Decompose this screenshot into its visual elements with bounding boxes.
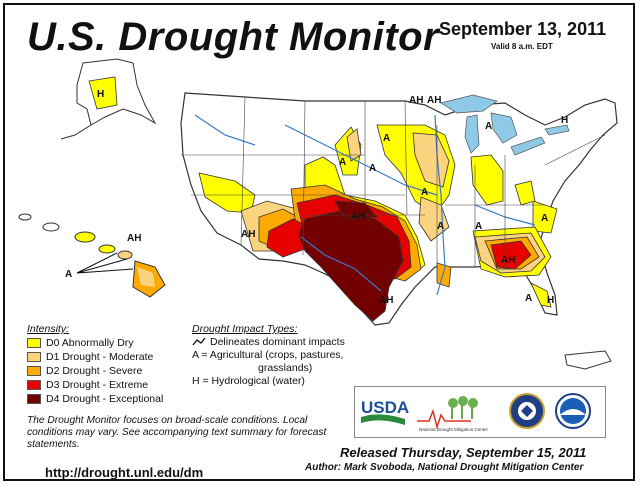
map-label-ar: A — [437, 221, 444, 232]
map-label-mn: A — [383, 133, 390, 144]
map-label-mi-a: A — [485, 121, 492, 132]
legend-item-d4: D4 Drought - Exceptional — [27, 392, 163, 406]
disclaimer-note: The Drought Monitor focuses on broad-sca… — [27, 415, 327, 450]
author-credit: Author: Mark Svoboda, National Drought M… — [305, 462, 584, 473]
logos-svg: USDA National Drought Mitigation Center — [361, 393, 591, 432]
swatch-d3 — [27, 380, 41, 390]
released-date: Released Thursday, September 15, 2011 — [340, 445, 587, 460]
partner-logos: USDA National Drought Mitigation Center — [354, 386, 606, 438]
d4-areas — [298, 200, 404, 322]
legend-item-d0: D0 Abnormally Dry — [27, 336, 163, 350]
map-label-dakota: A — [339, 157, 346, 168]
lake-superior — [440, 94, 498, 114]
impact-types-legend: Delineates dominant impacts A = Agricult… — [192, 336, 345, 388]
doc-seal-icon — [509, 393, 545, 429]
lake-ontario — [544, 124, 570, 136]
state-lines — [181, 96, 606, 267]
map-label-ga: AH — [501, 255, 515, 266]
alaska-d0-area — [88, 76, 118, 110]
map-label-hawaii-a: A — [65, 269, 72, 280]
map-label-mi-ah2: AH — [427, 95, 441, 106]
hawaii-pointer-lines — [76, 252, 134, 274]
impact-types-heading: Drought Impact Types: — [192, 323, 298, 335]
valid-time: Valid 8 a.m. EDT — [491, 42, 553, 51]
lake-huron — [490, 112, 518, 144]
legend-item-d2: D2 Drought - Severe — [27, 364, 163, 378]
map-label-ok: AH — [351, 211, 365, 222]
swatch-d0 — [27, 338, 41, 348]
impact-agricultural: A = Agricultural (crops, pastures, — [192, 349, 344, 361]
conus-outline — [180, 92, 618, 326]
map-date: September 13, 2011 — [439, 19, 607, 39]
website-url[interactable]: http://drought.unl.edu/dm — [45, 465, 204, 480]
map-frame: U.S. Drought Monitor September 13, 2011 … — [3, 3, 635, 481]
lake-michigan — [464, 114, 480, 154]
swatch-d4 — [27, 394, 41, 404]
map-label-fl-h: H — [547, 295, 554, 306]
map-label-ny-h: H — [561, 115, 568, 126]
map-label-ia: A — [421, 187, 428, 198]
map-label-tx: AH — [379, 295, 393, 306]
legend-item-d1: D1 Drought - Moderate — [27, 350, 163, 364]
page-title: U.S. Drought Monitor — [27, 15, 440, 59]
legend-item-d3: D3 Drought - Extreme — [27, 378, 163, 392]
drought-map: H AH A — [18, 58, 618, 370]
noaa-seal-icon — [555, 393, 591, 429]
map-label-ne: A — [369, 163, 376, 174]
usda-logo: USDA — [361, 398, 409, 425]
map-label-mi-ah: AH — [409, 95, 423, 106]
map-label-tn: A — [475, 221, 482, 232]
map-label-hawaii-ah: AH — [127, 233, 141, 244]
lake-erie — [510, 136, 546, 156]
map-label-nc-a: A — [541, 213, 548, 224]
map-label-nm: AH — [241, 229, 255, 240]
swatch-d1 — [27, 352, 41, 362]
impact-dominant-row: Delineates dominant impacts — [192, 336, 345, 349]
map-label-alaska: H — [97, 89, 104, 100]
hawaii-islands — [18, 213, 166, 298]
puerto-rico — [564, 350, 612, 370]
intensity-legend: D0 Abnormally Dry D1 Drought - Moderate … — [27, 336, 163, 406]
intensity-heading: Intensity: — [27, 323, 70, 335]
impact-line-icon — [192, 337, 206, 346]
impact-hydrological: H = Hydrological (water) — [192, 375, 305, 387]
ndmc-logo: National Drought Mitigation Center — [417, 396, 489, 432]
svg-text:National Drought Mitigation Ce: National Drought Mitigation Center — [419, 427, 489, 432]
swatch-d2 — [27, 366, 41, 376]
map-label-fl-a: A — [525, 293, 532, 304]
alaska-islands — [60, 124, 92, 140]
svg-text:USDA: USDA — [361, 398, 409, 417]
impact-agricultural-cont: grasslands) — [258, 362, 313, 374]
